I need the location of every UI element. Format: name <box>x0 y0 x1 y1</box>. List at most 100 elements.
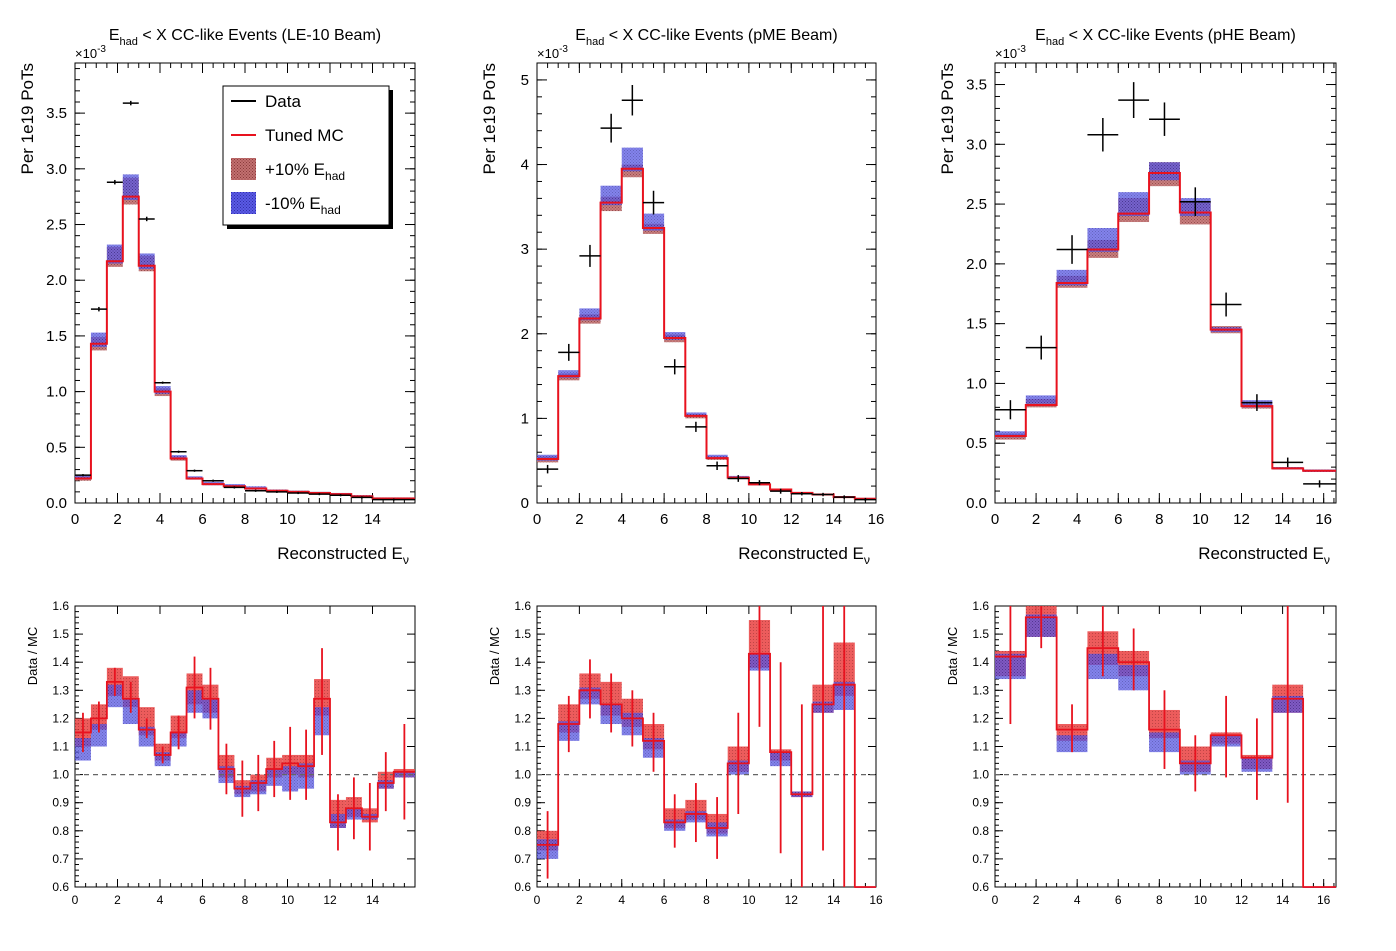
y-exponent-power: -3 <box>97 44 106 55</box>
ratio-x-tick-label: 2 <box>114 893 121 907</box>
ratio-x-tick-label: 12 <box>323 893 337 907</box>
ratio-x-tick-label: 6 <box>661 893 668 907</box>
ratio-y-tick-label: 1.0 <box>52 768 69 782</box>
y-tick-label: 5 <box>521 72 529 89</box>
x-tick-label: 16 <box>1315 511 1332 528</box>
ratio-y-axis-label: Data / MC <box>487 627 502 686</box>
y-exponent: ×10-3 <box>537 44 568 61</box>
data-point <box>770 488 792 494</box>
ratio-minus-band-bin <box>90 724 107 747</box>
ratio-series <box>537 652 876 888</box>
ratio-x-tick-label: 16 <box>1317 893 1331 907</box>
legend-swatch-plus <box>231 158 256 180</box>
ratio-y-tick-label: 1.0 <box>972 768 989 782</box>
legend-label-sub: had <box>321 203 341 217</box>
x-tick-label: 6 <box>660 511 668 528</box>
minus-band-bin <box>75 475 91 480</box>
legend: Data Tuned MC +10% E had-10% Ehad <box>222 85 393 229</box>
legend-label-main: +10% E <box>265 160 325 179</box>
y-tick-label: 2.0 <box>46 272 67 289</box>
y-tick-label: 1.5 <box>966 316 987 333</box>
y-tick-label: 3.0 <box>966 136 987 153</box>
y-tick-label: 1.5 <box>46 328 67 345</box>
data-point <box>642 190 665 215</box>
data-point <box>1025 335 1057 360</box>
legend-label-main: Tuned MC <box>265 126 344 145</box>
minus-band-bin <box>1056 269 1088 286</box>
chart-title-rest: < X CC-like Events (pME Beam) <box>604 27 837 44</box>
x-tick-label: 0 <box>991 511 999 528</box>
x-tick-label: 2 <box>113 511 121 528</box>
data-point <box>664 359 686 375</box>
ratio-y-tick-label: 1.1 <box>972 740 989 754</box>
data-point <box>727 475 749 482</box>
ratio-y-tick-label: 0.8 <box>972 824 989 838</box>
data-point <box>1149 102 1180 136</box>
y-tick-label: 0.0 <box>46 495 67 512</box>
minus-band-bin <box>706 454 728 459</box>
data-point <box>122 100 139 106</box>
data-point <box>1056 235 1088 264</box>
minus-band-bin <box>1025 395 1057 404</box>
x-axis-label-main: Reconstructed E <box>738 544 864 563</box>
minus-band-bin <box>664 332 686 340</box>
ratio-y-tick-label: 1.6 <box>514 599 531 613</box>
x-axis-label-main: Reconstructed E <box>277 544 403 563</box>
x-axis-label: Reconstructed Eν <box>738 544 870 567</box>
y-exponent-power: -3 <box>1017 44 1026 55</box>
ratio-x-tick-label: 0 <box>534 893 541 907</box>
x-tick-label: 8 <box>702 511 710 528</box>
y-exponent-base: ×10 <box>75 46 97 61</box>
y-exponent-power: -3 <box>559 44 568 55</box>
y-exponent-base: ×10 <box>995 46 1017 61</box>
ratio-y-tick-label: 0.6 <box>52 880 69 894</box>
x-tick-label: 10 <box>1192 511 1209 528</box>
chart-title-prefix: E <box>1035 27 1046 44</box>
ratio-y-tick-label: 1.4 <box>52 655 69 669</box>
y-tick-label: 0 <box>521 495 529 512</box>
x-axis-label: Reconstructed Eν <box>277 544 409 567</box>
y-tick-label: 3.5 <box>46 105 67 122</box>
x-axis-label-main: Reconstructed E <box>1198 544 1324 563</box>
y-exponent-base: ×10 <box>537 46 559 61</box>
chart-title-prefix: E <box>575 27 586 44</box>
minus-band-bin <box>106 244 123 264</box>
x-tick-label: 8 <box>241 511 249 528</box>
ratio-x-tick-label: 16 <box>869 893 883 907</box>
minus-band-bin <box>558 370 580 378</box>
chart-title: Ehad < X CC-like Events (pME Beam) <box>575 27 837 48</box>
legend-label: -10% Ehad <box>265 194 341 217</box>
ratio-x-tick-label: 4 <box>1074 893 1081 907</box>
x-tick-label: 2 <box>575 511 583 528</box>
chart-title-prefix: E <box>109 27 120 44</box>
y-tick-label: 0.5 <box>966 435 987 452</box>
x-tick-label: 12 <box>783 511 800 528</box>
x-tick-label: 10 <box>741 511 758 528</box>
ratio-y-tick-label: 1.2 <box>972 711 989 725</box>
x-axis-label-sub: ν <box>403 553 409 567</box>
plot-frame <box>994 62 1337 504</box>
ratio-y-tick-label: 1.1 <box>52 740 69 754</box>
legend-label: Data <box>265 92 301 111</box>
x-tick-label: 10 <box>279 511 296 528</box>
ratio-x-tick-label: 2 <box>576 893 583 907</box>
ratio-panel: 0 2 4 6 8 10 12 14 0.6 0.7 0.8 0.9 1.0 1.1 1.2 1.3 1.4 1.… <box>25 599 416 907</box>
y-tick-label: 3.5 <box>966 77 987 94</box>
data-point <box>833 495 855 499</box>
data-point <box>170 450 187 453</box>
ratio-y-tick-label: 0.8 <box>514 824 531 838</box>
ratio-x-tick-label: 12 <box>1235 893 1249 907</box>
x-tick-label: 4 <box>618 511 626 528</box>
ratio-y-tick-label: 1.6 <box>52 599 69 613</box>
y-exponent: ×10-3 <box>995 44 1026 61</box>
x-tick-label: 0 <box>71 511 79 528</box>
legend-swatch-minus <box>231 192 256 214</box>
minus-band-bin <box>122 174 139 201</box>
ratio-y-tick-label: 1.0 <box>514 768 531 782</box>
minus-band-bin <box>579 308 601 321</box>
y-tick-label: 1 <box>521 410 529 427</box>
y-tick-label: 0.5 <box>46 439 67 456</box>
data-point <box>287 491 309 495</box>
